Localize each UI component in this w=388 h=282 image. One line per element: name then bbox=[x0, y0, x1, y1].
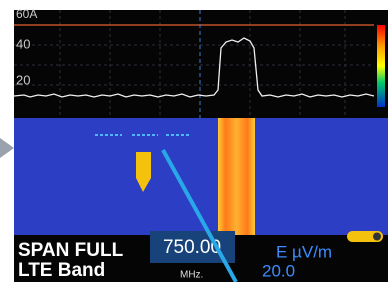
waterfall-signal bbox=[218, 118, 255, 235]
level-unit: E µV/m bbox=[276, 242, 332, 261]
color-scale bbox=[377, 25, 385, 107]
scale-label: 60A bbox=[16, 7, 37, 21]
frequency-unit: MHz. bbox=[180, 270, 203, 281]
toggle-knob bbox=[373, 233, 381, 241]
side-arrow bbox=[0, 138, 14, 158]
screenshot: 60A 40 20 SPAN FULL LTE Band 750.00 MHz.… bbox=[0, 0, 388, 282]
level-value: 20.0 bbox=[262, 261, 295, 280]
span-label: SPAN FULL bbox=[18, 240, 124, 261]
scale-label: 40 bbox=[16, 36, 30, 51]
scale-label: 20 bbox=[16, 72, 30, 87]
page: 60A 40 20 SPAN FULL LTE Band 750.00 MHz.… bbox=[0, 0, 388, 282]
spectrum-panel bbox=[14, 10, 388, 118]
band-label: LTE Band bbox=[18, 260, 105, 281]
